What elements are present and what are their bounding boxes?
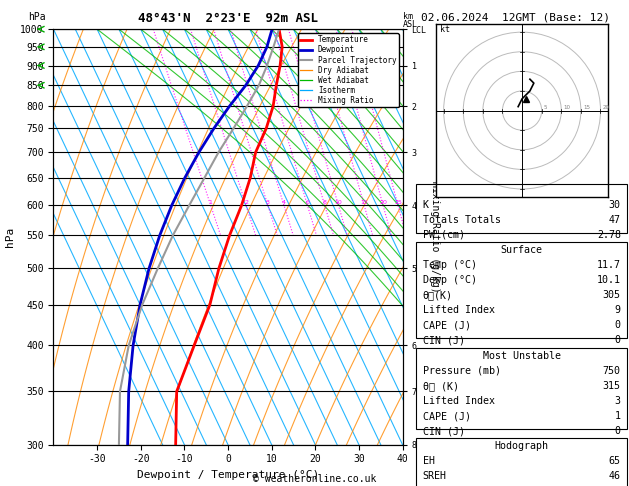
Text: θᴄ (K): θᴄ (K) [423,381,459,391]
Text: 1: 1 [615,411,621,421]
Text: SREH: SREH [423,471,447,482]
Text: 15: 15 [360,200,368,206]
Y-axis label: hPa: hPa [4,227,14,247]
Text: 10.1: 10.1 [597,275,621,285]
Bar [416,348,627,429]
Text: PW (cm): PW (cm) [423,230,465,240]
Text: 4: 4 [282,200,286,206]
Text: CAPE (J): CAPE (J) [423,411,470,421]
Text: 65: 65 [609,456,621,467]
Text: CAPE (J): CAPE (J) [423,320,470,330]
Text: 15: 15 [583,104,590,110]
Text: Pressure (mb): Pressure (mb) [423,365,501,376]
Text: CIN (J): CIN (J) [423,335,465,346]
Text: Surface: Surface [501,245,543,255]
Text: 10: 10 [563,104,571,110]
Text: kt: kt [440,25,450,34]
Text: 5: 5 [543,104,547,110]
Legend: Temperature, Dewpoint, Parcel Trajectory, Dry Adiabat, Wet Adiabat, Isotherm, Mi: Temperature, Dewpoint, Parcel Trajectory… [298,33,399,107]
Bar [416,438,627,486]
Bar [416,242,627,338]
Text: CIN (J): CIN (J) [423,426,465,436]
Text: K: K [423,200,429,209]
Text: 46: 46 [609,471,621,482]
Text: 48°43'N  2°23'E  92m ASL: 48°43'N 2°23'E 92m ASL [138,12,318,25]
Text: 2: 2 [244,200,248,206]
Text: 750: 750 [603,365,621,376]
Text: hPa: hPa [28,12,46,22]
Text: θᴄ(K): θᴄ(K) [423,290,453,300]
Text: 0: 0 [615,335,621,346]
Text: 305: 305 [603,290,621,300]
Text: 6: 6 [306,200,309,206]
Text: 3: 3 [266,200,270,206]
Text: 10: 10 [335,200,342,206]
Text: Hodograph: Hodograph [495,441,548,451]
Text: 0: 0 [615,426,621,436]
Text: 3: 3 [615,396,621,406]
Text: 11.7: 11.7 [597,260,621,270]
Text: 47: 47 [609,215,621,225]
Text: EH: EH [423,456,435,467]
Text: 02.06.2024  12GMT (Base: 12): 02.06.2024 12GMT (Base: 12) [421,12,610,22]
Text: Totals Totals: Totals Totals [423,215,501,225]
Bar [416,185,627,232]
Text: © weatheronline.co.uk: © weatheronline.co.uk [253,473,376,484]
Text: 25: 25 [394,200,402,206]
Text: Dewp (°C): Dewp (°C) [423,275,477,285]
Text: 0: 0 [615,320,621,330]
X-axis label: Dewpoint / Temperature (°C): Dewpoint / Temperature (°C) [137,470,319,480]
Text: 30: 30 [609,200,621,209]
Text: 8: 8 [323,200,326,206]
Y-axis label: Mixing Ratio (g/kg): Mixing Ratio (g/kg) [430,181,440,293]
Text: km
ASL: km ASL [403,12,418,30]
Text: 315: 315 [603,381,621,391]
Text: 20: 20 [603,104,610,110]
Text: 20: 20 [379,200,387,206]
Text: Temp (°C): Temp (°C) [423,260,477,270]
Text: 9: 9 [615,305,621,315]
Text: Lifted Index: Lifted Index [423,396,495,406]
Text: 2.78: 2.78 [597,230,621,240]
Text: Most Unstable: Most Unstable [482,350,561,361]
Text: Lifted Index: Lifted Index [423,305,495,315]
Text: 1: 1 [209,200,213,206]
